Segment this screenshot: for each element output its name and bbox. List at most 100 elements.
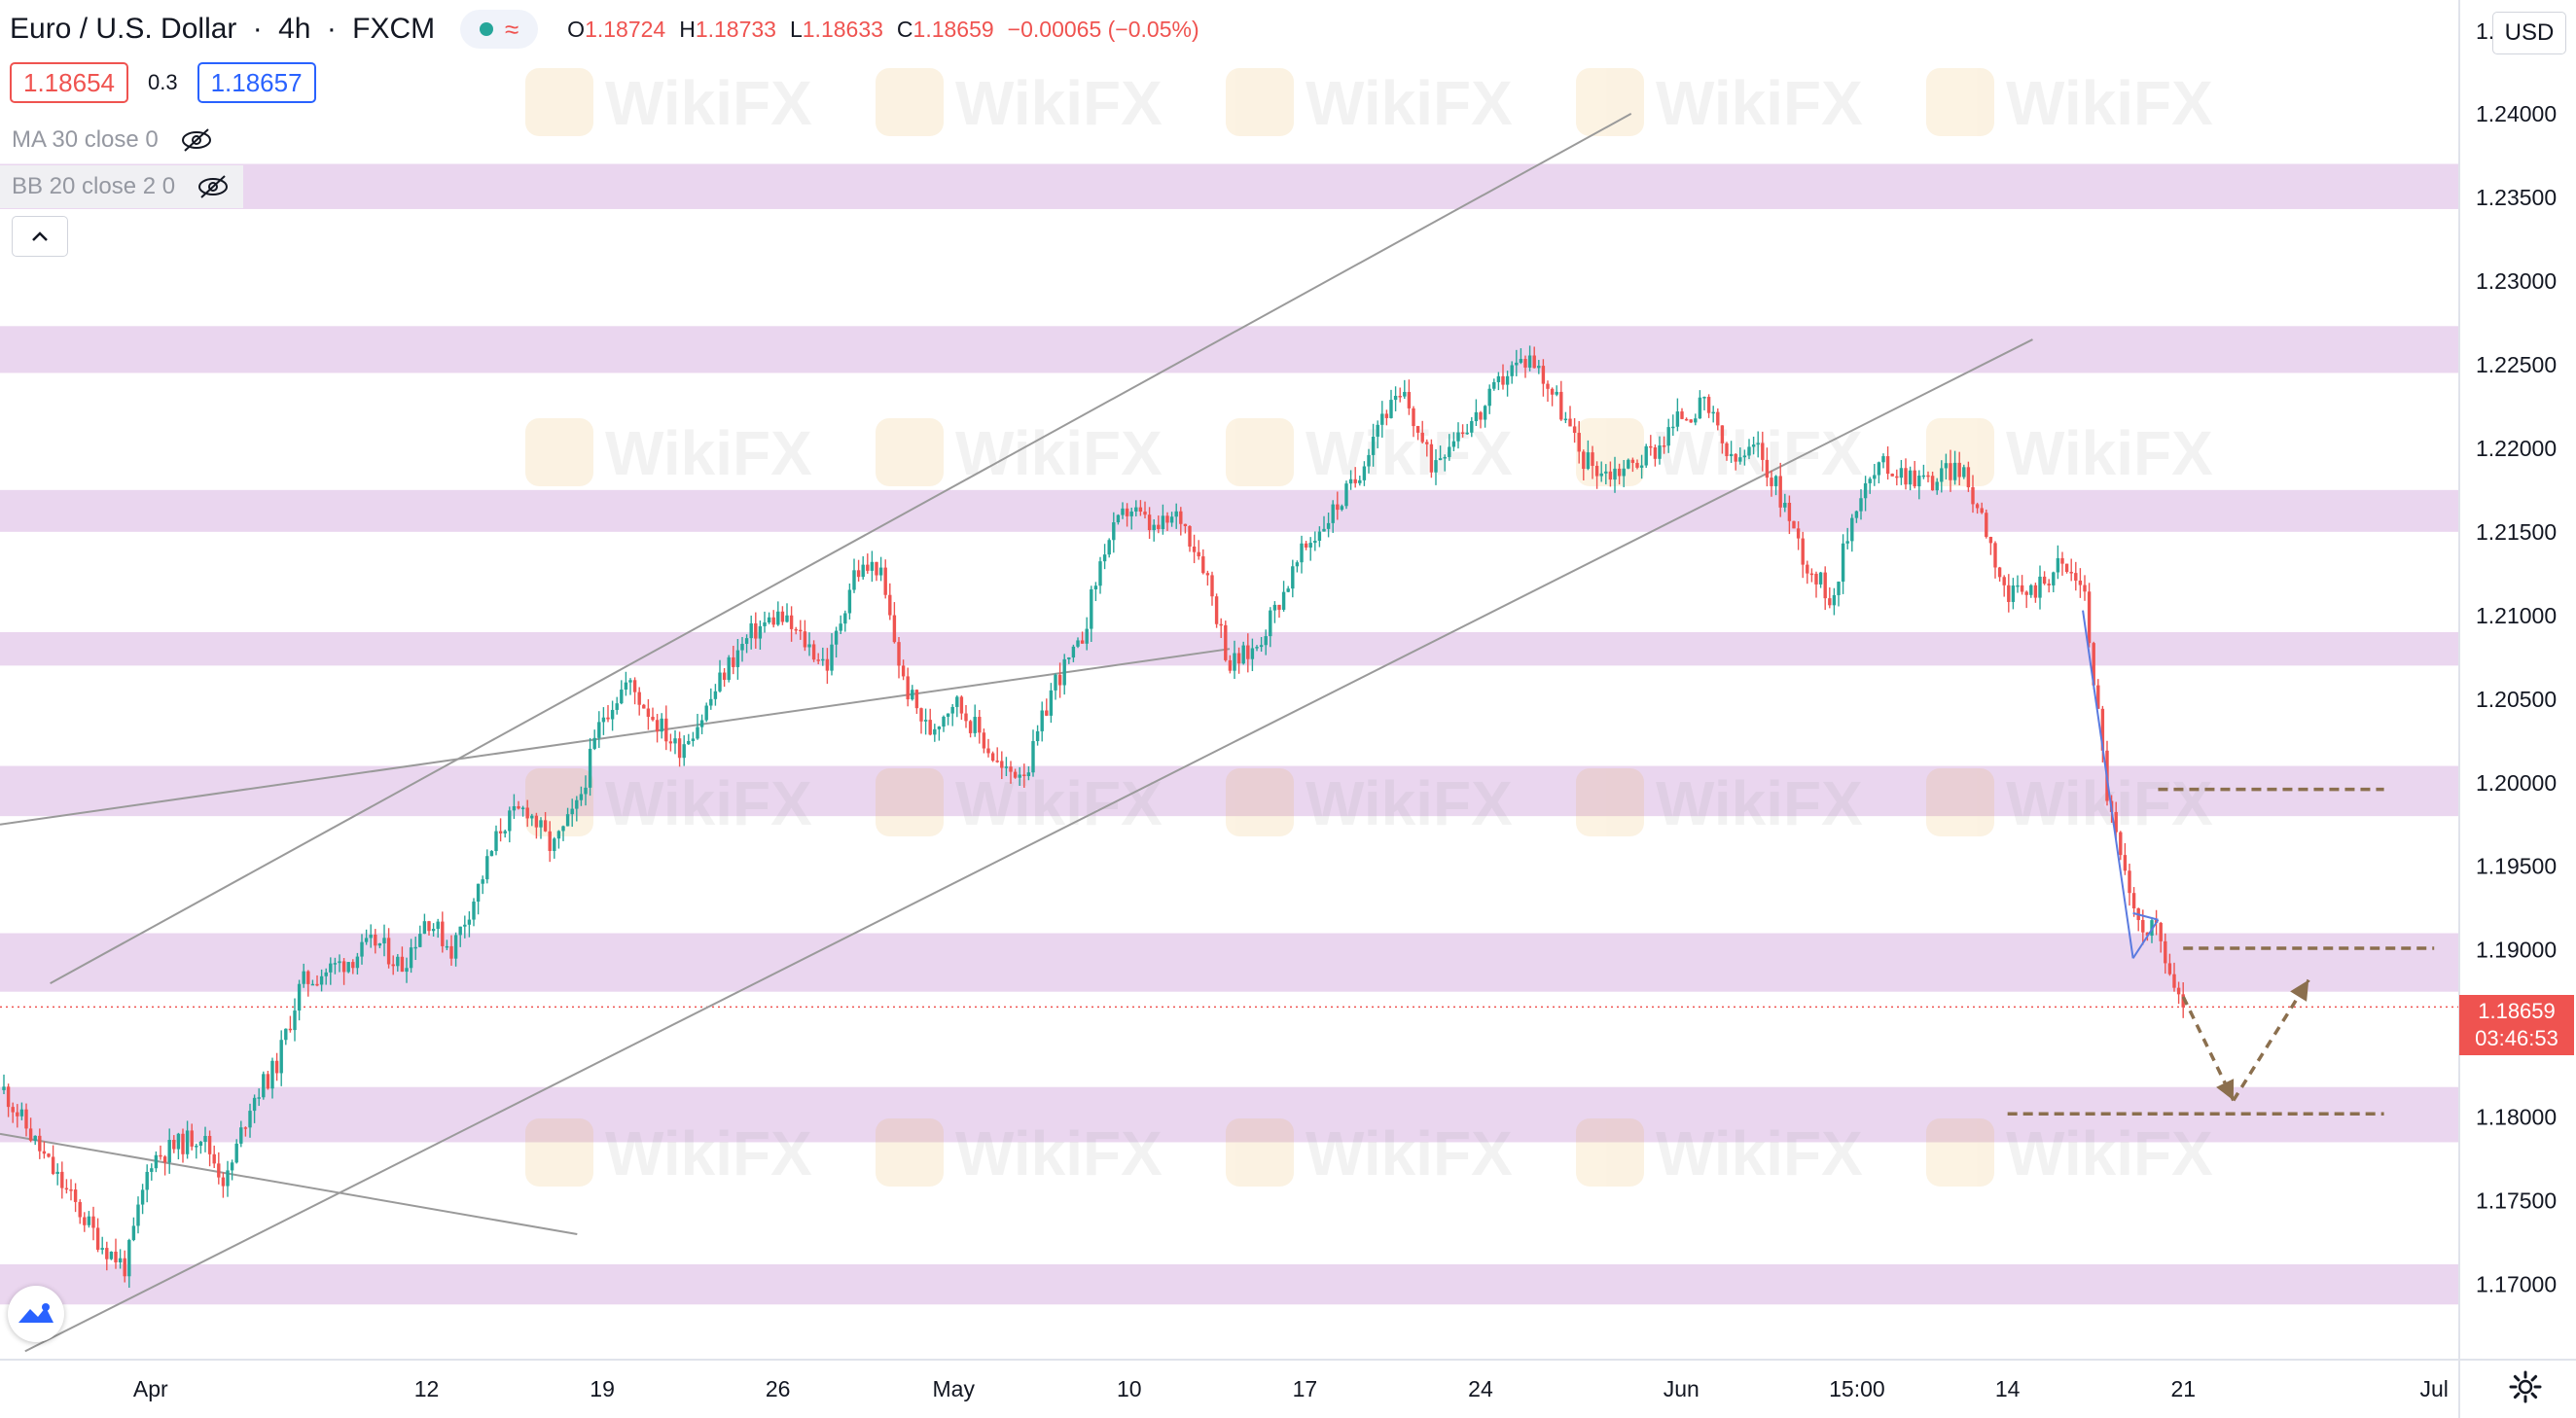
candle-body (668, 741, 673, 744)
candle-body (154, 1154, 159, 1169)
candle-body (105, 1248, 109, 1259)
currency-button[interactable]: USD (2492, 12, 2566, 54)
price-axis-label: 1.17000 (2476, 1272, 2557, 1297)
candle-body (1949, 463, 1952, 480)
candle-body (333, 963, 338, 965)
time-axis-label: Jun (1664, 1376, 1699, 1401)
candle-body (1729, 453, 1734, 457)
projection-arrowhead-icon (2290, 979, 2309, 1002)
buy-button[interactable]: 1.18657 (197, 62, 316, 103)
price-zone (0, 163, 2459, 209)
candle-body (1022, 774, 1026, 776)
candle-body (2074, 573, 2078, 581)
candle-body (1594, 465, 1599, 477)
price-axis-label: 1.18000 (2476, 1105, 2557, 1130)
trade-panel: 1.18654 0.3 1.18657 (10, 62, 316, 103)
candle-body (1742, 455, 1747, 458)
candle-body (923, 720, 928, 722)
candle-body (1796, 528, 1801, 539)
candle-body (1801, 538, 1805, 565)
candle-body (1264, 636, 1268, 646)
candle-body (78, 1201, 82, 1218)
indicator-bb-label: BB 20 close 2 0 (12, 173, 176, 199)
indicator-bb[interactable]: BB 20 close 2 0 (0, 165, 243, 208)
watermark: WikiFX (525, 418, 812, 488)
watermark-logo-icon (1926, 68, 1994, 136)
candle-body (114, 1251, 118, 1263)
candle-body (453, 935, 458, 959)
price-axis[interactable]: 1.24000 1.23500 1.23000 1.22500 1.22000 1.215… (2476, 101, 2557, 1297)
candle-body (248, 1111, 252, 1128)
watermark-text: WikiFX (955, 68, 1163, 138)
candle-body (1040, 710, 1044, 731)
market-status-button[interactable]: ≈ (460, 10, 539, 49)
candle-body (1407, 392, 1412, 408)
candle-body (1627, 459, 1630, 469)
sell-button[interactable]: 1.18654 (10, 62, 128, 103)
candle-body (727, 656, 731, 681)
candle-body (1845, 541, 1849, 544)
trendlines[interactable] (0, 113, 2033, 1353)
candle-body (1236, 653, 1241, 664)
price-zone (0, 489, 2459, 532)
indicator-ma[interactable]: MA 30 close 0 (0, 119, 213, 161)
tradingview-logo[interactable] (8, 1286, 64, 1342)
eye-crossed-icon[interactable] (197, 174, 230, 199)
candle-body (386, 938, 391, 965)
candle-body (1197, 551, 1200, 557)
candle-body (1322, 528, 1326, 532)
bear-flag-drawing[interactable] (2082, 610, 2160, 959)
candle-body (1062, 658, 1066, 686)
candle-body (1658, 445, 1662, 459)
approx-icon: ≈ (505, 14, 519, 44)
candle-body (441, 921, 445, 946)
watermark-text: WikiFX (955, 418, 1163, 488)
symbol-title[interactable]: Euro / U.S. Dollar · 4h · FXCM (10, 13, 436, 45)
candle-body (1326, 522, 1331, 529)
projection-segment (2232, 978, 2310, 1102)
candle-body (1877, 462, 1881, 476)
candle-body (2167, 963, 2172, 975)
candle-body (1192, 546, 1197, 552)
candle-body (1814, 573, 1818, 585)
candle-body (185, 1130, 190, 1154)
candle-body (1555, 391, 1558, 395)
watermark-text: WikiFX (1656, 68, 1863, 138)
watermark-text: WikiFX (1306, 768, 1513, 838)
current-price-tag: 1.18659 03:46:53 (2459, 995, 2574, 1055)
candle-body (1286, 588, 1290, 592)
candle-body (1988, 537, 1993, 544)
candle-body (1291, 566, 1295, 589)
candle-body (1080, 640, 1085, 644)
candle-body (1049, 690, 1054, 716)
candle-body (1161, 515, 1165, 529)
dashed-level-lines[interactable] (2007, 787, 2435, 1116)
candle-body (942, 716, 946, 727)
candle-body (391, 964, 395, 967)
candle-body (1380, 413, 1384, 425)
candle-body (1112, 522, 1116, 541)
price-axis-label: 1.17500 (2476, 1188, 2557, 1214)
watermark-layer: WikiFX WikiFX WikiFX WikiFX WikiFX WikiFX Wiki… (525, 68, 2213, 1188)
time-axis[interactable]: Apr 12 19 26 May 10 17 24 Jun 15:00 14 21 Jul (133, 1376, 2449, 1401)
candle-body (1045, 710, 1049, 716)
candle-body (1684, 418, 1689, 421)
candle-body (405, 968, 409, 973)
candle-body (852, 570, 856, 590)
candle-body (1572, 426, 1577, 434)
collapse-legend-button[interactable] (12, 216, 68, 257)
candle-body (1666, 427, 1670, 446)
candle-body (198, 1141, 203, 1147)
candle-body (1134, 507, 1138, 512)
candle-body (1644, 445, 1648, 466)
low-value: 1.18633 (802, 16, 883, 42)
candle-body (190, 1130, 194, 1147)
candle-body (1250, 648, 1255, 659)
settings-gear-icon[interactable] (2508, 1369, 2543, 1404)
projection-arrows[interactable] (2181, 978, 2310, 1102)
eye-crossed-icon[interactable] (180, 127, 213, 153)
candle-body (100, 1248, 104, 1250)
watermark-text: WikiFX (955, 768, 1163, 838)
candle-body (955, 696, 959, 707)
